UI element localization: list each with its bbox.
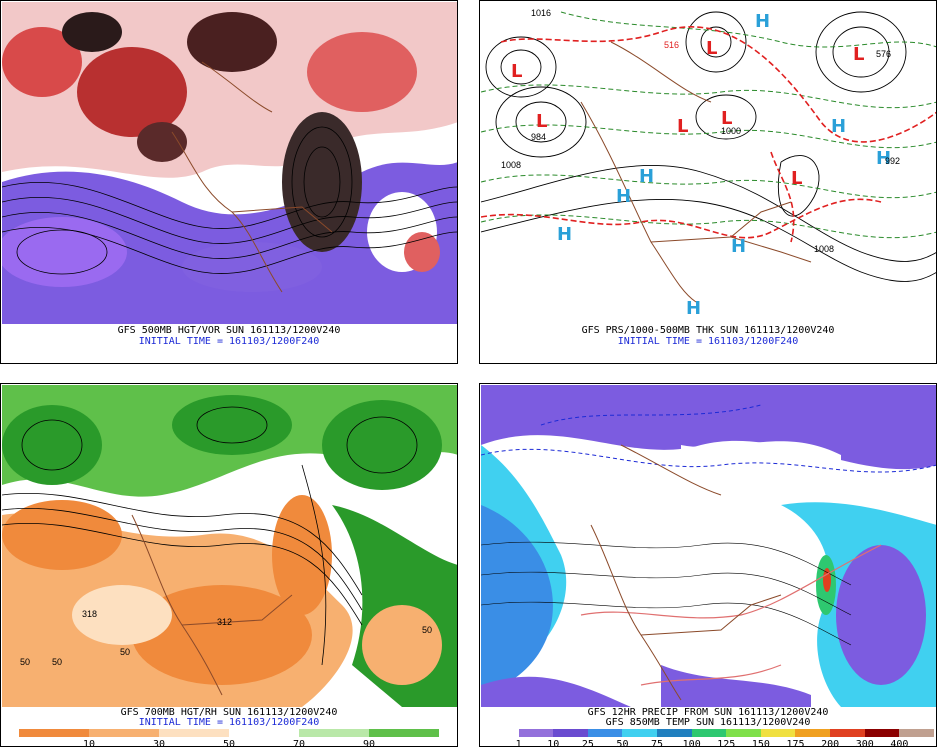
thickness-label: 516: [664, 40, 679, 50]
colorbar-swatch: [19, 729, 89, 737]
colorbar-swatch: [691, 729, 727, 737]
precip-tick-label: 300: [855, 739, 874, 747]
rh-tick-label: 50: [222, 739, 236, 747]
colorbar-swatch: [587, 729, 623, 737]
panel-1-caption: GFS 500MB HGT/VOR SUN 161113/1200V240: [117, 325, 341, 336]
rh-colorbar: [19, 729, 439, 737]
rh-colorbar-ticks: 10 30 50 70 90: [19, 739, 439, 747]
isobar-label: 992: [885, 156, 900, 166]
vorticity-map: [2, 2, 457, 324]
isobar-label: 984: [531, 132, 546, 142]
panel-4-caption: GFS 12HR PRECIP FROM SUN 161113/1200V240: [587, 707, 829, 718]
precip-tick-label: 10: [547, 739, 560, 747]
isobar-label: 1000: [721, 126, 741, 136]
colorbar-swatch: [229, 729, 299, 737]
precip-tick-label: 400: [890, 739, 909, 747]
precip-colorbar: [484, 729, 934, 737]
colorbar-swatch: [622, 729, 658, 737]
rh-tick-label: 10: [82, 739, 96, 747]
colorbar-swatch: [864, 729, 900, 737]
low-pressure-marker: L: [706, 38, 717, 59]
colorbar-swatch: [760, 729, 796, 737]
high-pressure-marker: H: [557, 224, 572, 245]
panel-precip-850mb-temp: GFS 12HR PRECIP FROM SUN 161113/1200V240…: [479, 383, 937, 747]
rh-tick-label: 90: [362, 739, 376, 747]
colorbar-swatch: [89, 729, 159, 737]
precip-tick-label: 75: [651, 739, 664, 747]
isobar-label: 1016: [531, 8, 551, 18]
panel-1-initial-time: INITIAL TIME = 161103/1200F240: [138, 336, 320, 347]
panel-4-caption-2: GFS 850MB TEMP SUN 161113/1200V240: [605, 717, 811, 728]
rh-tick-label: 70: [292, 739, 306, 747]
high-pressure-marker: H: [686, 298, 701, 319]
low-pressure-marker: L: [791, 168, 802, 189]
panel-3-initial-time: INITIAL TIME = 161103/1200F240: [138, 717, 320, 728]
precip-tick-label: 150: [751, 739, 770, 747]
pressure-map: L L L L L L L H H H H H H H H 1016 516 9…: [481, 2, 936, 324]
rh-tick-label: 30: [152, 739, 166, 747]
low-pressure-marker: L: [721, 108, 732, 129]
high-pressure-marker: H: [831, 116, 846, 137]
precip-tick-label: 125: [717, 739, 736, 747]
panel-3-caption: GFS 700MB HGT/RH SUN 161113/1200V240: [120, 707, 338, 718]
high-pressure-marker: H: [639, 166, 654, 187]
low-pressure-marker: L: [853, 44, 864, 65]
low-pressure-marker: L: [511, 61, 522, 82]
low-pressure-marker: L: [536, 111, 547, 132]
precip-tick-label: 50: [616, 739, 629, 747]
rh-label: 50: [52, 657, 62, 667]
rh-label: 50: [422, 625, 432, 635]
colorbar-swatch: [657, 729, 692, 737]
precip-tick-label: 100: [682, 739, 701, 747]
colorbar-swatch: [553, 729, 588, 737]
low-pressure-marker: L: [677, 116, 688, 137]
precip-map: [481, 385, 936, 707]
panel-2-initial-time: INITIAL TIME = 161103/1200F240: [617, 336, 799, 347]
precip-tick-label: 175: [786, 739, 805, 747]
colorbar-swatch: [726, 729, 761, 737]
panel-700mb-rh: 318 312 50 50 50 50 GFS 700MB HGT/RH SUN…: [0, 383, 458, 747]
precip-tick-label: 25: [581, 739, 594, 747]
high-pressure-marker: H: [731, 236, 746, 257]
precip-colorbar-ticks: 1 10 25 50 75 100 125 150 175 200 300 400: [484, 739, 934, 747]
contour-label: 312: [217, 617, 232, 627]
high-pressure-marker: H: [616, 186, 631, 207]
thickness-label: 576: [876, 49, 891, 59]
rh-map: 318 312 50 50 50 50: [2, 385, 457, 707]
panel-500mb-vorticity: GFS 500MB HGT/VOR SUN 161113/1200V240 IN…: [0, 0, 458, 364]
rh-label: 50: [20, 657, 30, 667]
contour-label: 318: [82, 609, 97, 619]
isobar-label: 1008: [814, 244, 834, 254]
colorbar-swatch: [518, 729, 554, 737]
colorbar-swatch: [899, 729, 934, 737]
colorbar-swatch: [369, 729, 439, 737]
rh-label: 50: [120, 647, 130, 657]
panel-pressure-thickness: L L L L L L L H H H H H H H H 1016 516 9…: [479, 0, 937, 364]
colorbar-swatch: [159, 729, 229, 737]
precip-tick-label: 1: [515, 739, 522, 747]
high-pressure-marker: H: [876, 148, 891, 169]
precip-tick-label: 200: [821, 739, 840, 747]
panel-2-caption: GFS PRS/1000-500MB THK SUN 161113/1200V2…: [581, 325, 835, 336]
colorbar-swatch: [484, 729, 519, 737]
colorbar-swatch: [795, 729, 831, 737]
colorbar-swatch: [299, 729, 369, 737]
high-pressure-marker: H: [755, 11, 770, 32]
isobar-label: 1008: [501, 160, 521, 170]
colorbar-swatch: [830, 729, 865, 737]
